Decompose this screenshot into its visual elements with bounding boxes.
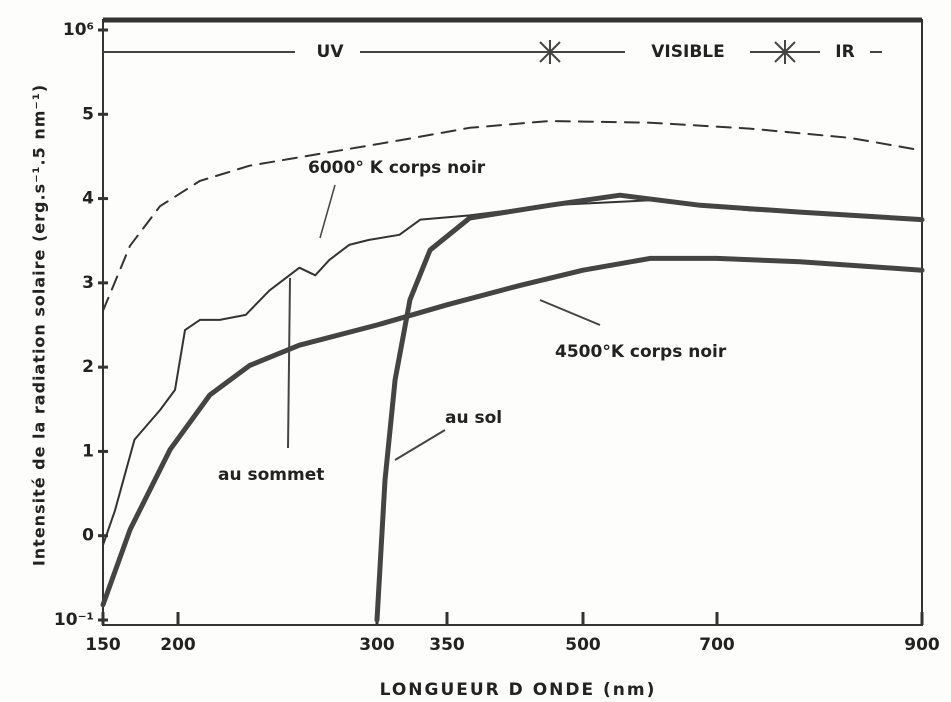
series-label: 6000° K corps noir xyxy=(308,158,486,178)
series-label: au sol xyxy=(445,408,502,428)
x-tick-label: 350 xyxy=(429,635,465,655)
leader-line xyxy=(319,184,336,239)
y-tick-label: 2 xyxy=(82,357,94,377)
y-tick-label: 1 xyxy=(82,441,94,461)
band-label: VISIBLE xyxy=(651,42,724,62)
leader-line xyxy=(539,299,601,326)
band-label: UV xyxy=(317,42,345,62)
series-line xyxy=(374,192,925,623)
x-tick-label: 150 xyxy=(85,635,121,655)
band-separator xyxy=(774,40,796,64)
y-tick-label: 10⁻¹ xyxy=(54,610,94,630)
y-tick-label: 5 xyxy=(82,104,94,124)
y-axis-label: Intensité de la radiation solaire (erg.s… xyxy=(30,84,49,566)
series-line xyxy=(102,120,923,312)
series-line xyxy=(100,255,925,608)
x-tick-label: 700 xyxy=(699,635,735,655)
band-separator xyxy=(539,40,561,64)
leader-line xyxy=(394,429,446,461)
x-tick-label: 500 xyxy=(565,635,601,655)
y-tick-label: 3 xyxy=(82,273,94,293)
leader-line xyxy=(287,277,291,449)
y-tick-label: 0 xyxy=(82,526,94,546)
band-label: IR xyxy=(835,42,854,62)
series-label: au sommet xyxy=(218,465,324,485)
x-tick-label: 900 xyxy=(904,635,940,655)
y-tick-label: 4 xyxy=(82,189,94,209)
series-label: 4500°K corps noir xyxy=(555,342,727,362)
plot-frame xyxy=(102,19,923,626)
x-tick-label: 200 xyxy=(160,635,196,655)
y-tick-label: 10⁶ xyxy=(63,20,94,40)
series-line xyxy=(102,199,923,546)
x-tick-label: 300 xyxy=(359,635,395,655)
x-axis-label: LONGUEUR D ONDE (nm) xyxy=(380,680,657,700)
